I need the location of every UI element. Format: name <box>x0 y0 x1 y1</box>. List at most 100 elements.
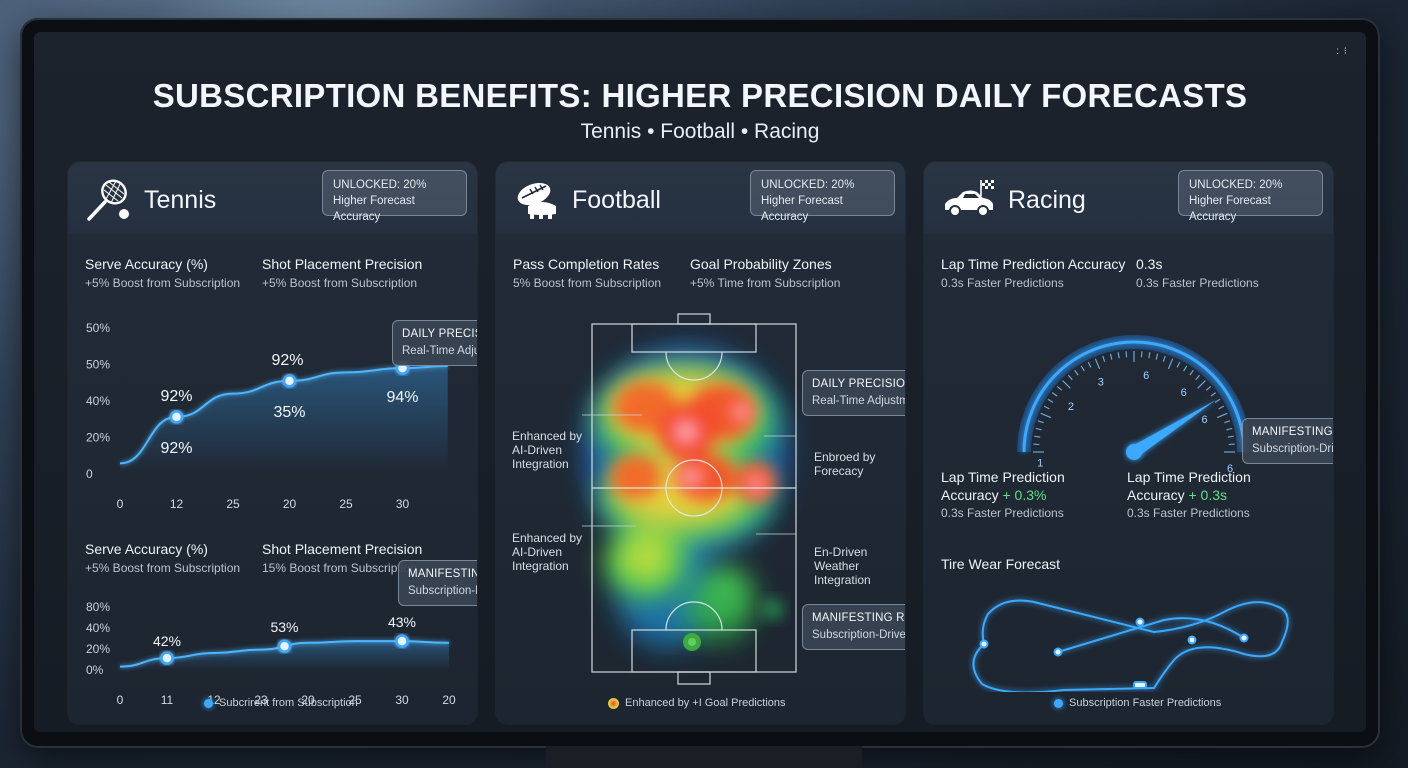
data-point <box>160 651 174 665</box>
serve-accuracy-title: Serve Accuracy (%) <box>85 256 208 272</box>
lap-time-card-1: Lap Time Prediction Accuracy + 0.3% 0.3s… <box>941 469 1065 520</box>
shot-placement-sub: +5% Boost from Subscription <box>262 276 418 290</box>
callout-sub: Real-Time Adjustment Insights <box>812 395 905 407</box>
x-tick-label: 25 <box>348 693 362 707</box>
y-tick-label: 0% <box>86 663 104 677</box>
football-unlocked-badge: UNLOCKED: 20% Higher Forecast Accuracy <box>750 170 895 223</box>
gauge-label: 6 <box>1181 387 1187 399</box>
x-tick-label: 0 <box>117 497 124 511</box>
badge-line2: Higher Forecast Accuracy <box>1189 195 1271 223</box>
y-tick-label: 20% <box>86 642 110 656</box>
x-tick-label: 30 <box>396 497 410 511</box>
gauge-tick <box>1047 398 1054 403</box>
badge-line2: Higher Forecast Accuracy <box>333 195 415 223</box>
serve-accuracy-title-2: Serve Accuracy (%) <box>85 541 208 557</box>
pitch-heatmap <box>582 313 797 685</box>
lap-time-delta-title: 0.3s <box>1136 256 1163 272</box>
gauge-tick <box>1051 392 1058 397</box>
x-tick-label: 11 <box>161 693 174 707</box>
data-label: 92% <box>271 352 303 369</box>
pass-completion-sub: 5% Boost from Subscription <box>513 276 662 290</box>
gauge-tick <box>1102 355 1106 362</box>
callout-title: DAILY PRECISION UPGRADE: <box>812 378 905 390</box>
corner-menu-icon[interactable]: : ⁝ <box>1336 46 1348 57</box>
gauge-tick <box>1227 435 1234 438</box>
legend-label: Subcrirent from Subscription <box>219 697 358 709</box>
gauge-tick <box>1034 435 1041 438</box>
x-tick-label: 23 <box>254 693 268 707</box>
manifesting-results-callout: MANIFESTING RESULTS: Subscription-Driven… <box>802 604 905 650</box>
gauge-label: 2 <box>1068 401 1074 413</box>
gauge-tick <box>1080 365 1085 372</box>
y-tick-label: 40% <box>86 394 110 408</box>
tennis-title: Tennis <box>144 186 217 214</box>
x-tick-label: 25 <box>226 497 240 511</box>
tire-wear-track <box>972 599 1289 692</box>
annotation-leaders <box>582 414 796 535</box>
x-tick-label: 20 <box>442 693 456 707</box>
racing-legend: Subscription Faster Predictions <box>1054 697 1221 709</box>
y-tick-label: 50% <box>86 358 110 372</box>
data-point <box>282 374 297 388</box>
annotation-right-2: En-Driven Weather Integration <box>814 545 871 587</box>
gauge-label: 1 <box>1037 458 1043 470</box>
pass-completion-title: Pass Completion Rates <box>513 256 660 272</box>
gauge-tick <box>1218 405 1225 410</box>
lap-time-value-2: + 0.3s <box>1188 487 1227 503</box>
gauge-tick <box>1117 352 1120 359</box>
x-tick-label: 25 <box>339 497 353 511</box>
racing-unlocked-badge: UNLOCKED: 20% Higher Forecast Accuracy <box>1178 170 1323 223</box>
data-point <box>169 410 184 424</box>
callout-title: MANIFESTING RESULTS: <box>1252 426 1333 438</box>
heatmap-blobs <box>586 347 786 651</box>
annotation-left-2: Enhanced by AI-Driven Integration <box>512 531 583 573</box>
gauge-tick <box>1109 353 1113 360</box>
gauge-tick <box>1216 412 1228 419</box>
manifesting-results-callout: MANIFESTING RESULTS: Subscription-Driven… <box>1242 418 1333 464</box>
gauge-tick <box>1195 374 1201 381</box>
daily-precision-callout: DAILY PRECISION UPGRADE: Real-Time Adjus… <box>802 370 905 416</box>
gauge-tick <box>1148 352 1151 359</box>
x-tick-label: 20 <box>301 693 315 707</box>
series-area <box>120 366 448 474</box>
data-label: 92% <box>160 440 192 457</box>
data-label: 43% <box>388 614 416 630</box>
gauge-tick <box>1189 369 1194 376</box>
gauge-tick <box>1043 405 1050 410</box>
data-label: 35% <box>273 404 305 421</box>
legend-label: Enhanced by +I Goal Predictions <box>625 697 786 709</box>
racing-panel: Racing UNLOCKED: 20% Higher Forecast Acc… <box>924 162 1333 724</box>
lap-time-accuracy-title: Lap Time Prediction Accuracy <box>941 256 1126 272</box>
y-tick-label: 80% <box>86 600 110 614</box>
callout-sub: Real-Time Adjustments <box>402 345 477 357</box>
callout-title: MANIFESTING RESULTS: <box>408 568 477 580</box>
dashboard-screen: : ⁝ SUBSCRIPTION BENEFITS: HIGHER PRECIS… <box>34 32 1366 732</box>
page-title: SUBSCRIPTION BENEFITS: HIGHER PRECISION … <box>152 77 1248 114</box>
race-car-flag-icon <box>945 180 994 217</box>
callout-title: MANIFESTING RESULTS: <box>812 612 905 624</box>
badge-line1: UNLOCKED: 20% <box>1189 179 1283 191</box>
badge-line1: UNLOCKED: 20% <box>333 179 427 191</box>
football-cleat-icon <box>517 182 556 219</box>
gauge-tick <box>1035 427 1042 431</box>
x-tick-label: 30 <box>395 693 409 707</box>
tennis-racket-icon <box>87 179 129 221</box>
shot-placement-sub-2: 15% Boost from Subscription <box>262 561 417 575</box>
y-tick-label: 40% <box>86 621 110 635</box>
y-tick-label: 20% <box>86 431 110 445</box>
callout-sub: Subscription-Driven Insights <box>408 585 477 597</box>
gauge-tick <box>1183 365 1188 372</box>
serve-accuracy-sub: +5% Boost from Subscription <box>85 276 241 290</box>
lap-time-card-2: Lap Time Prediction Accuracy + 0.3s 0.3s… <box>1127 469 1251 520</box>
football-legend: Enhanced by +I Goal Predictions <box>608 697 786 709</box>
gauge-ticks <box>1033 351 1235 453</box>
gauge-hub <box>1126 444 1142 460</box>
page-subtitle: Tennis • Football • Racing <box>580 120 820 143</box>
gauge-tick <box>1037 420 1044 424</box>
daily-precision-callout: DAILY PRECISION UPGRADE: Real-Time Adjus… <box>392 320 477 366</box>
gauge-tick <box>1167 358 1174 370</box>
data-point <box>395 634 409 648</box>
legend-dot <box>204 698 213 708</box>
football-title: Football <box>572 186 661 214</box>
